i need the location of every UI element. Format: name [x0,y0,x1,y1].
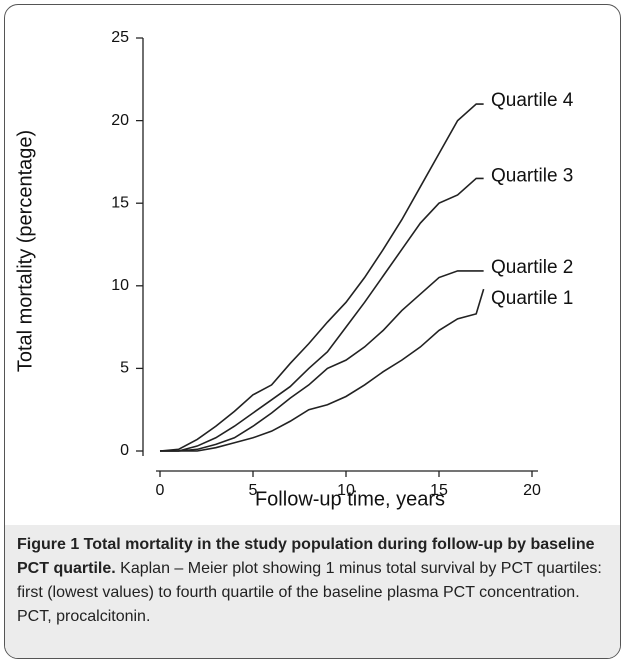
y-tick-label: 20 [111,112,129,129]
caption-text: Kaplan – Meier plot showing 1 minus tota… [17,560,602,625]
y-tick-label: 5 [120,360,129,377]
series-label: Quartile 4 [491,90,574,111]
line-series [160,177,484,452]
line-series [160,270,484,452]
x-axis-title: Follow-up time, years [255,488,445,510]
x-tick-label: 10 [337,482,355,499]
x-tick-label: 20 [523,482,541,499]
y-tick-label: 15 [111,194,129,211]
x-tick-label: 0 [156,482,165,499]
x-tick-label: 5 [249,482,258,499]
series-label: Quartile 2 [491,257,573,278]
caption-title: Figure 1 Total mortality in the study po… [17,536,595,577]
figure: Total mortality (percentage) Follow-up t… [4,4,621,659]
line-series [159,103,484,452]
chart: Total mortality (percentage) Follow-up t… [14,29,574,510]
y-tick-label: 0 [120,442,129,459]
y-tick-label: 25 [111,29,129,46]
series-label: Quartile 1 [491,288,573,309]
y-axis-title: Total mortality (percentage) [14,130,36,372]
line-series [160,288,485,452]
series-label: Quartile 3 [491,165,573,186]
y-tick-label: 10 [111,277,129,294]
caption: Figure 1 Total mortality in the study po… [5,525,620,658]
x-tick-label: 15 [430,482,448,499]
